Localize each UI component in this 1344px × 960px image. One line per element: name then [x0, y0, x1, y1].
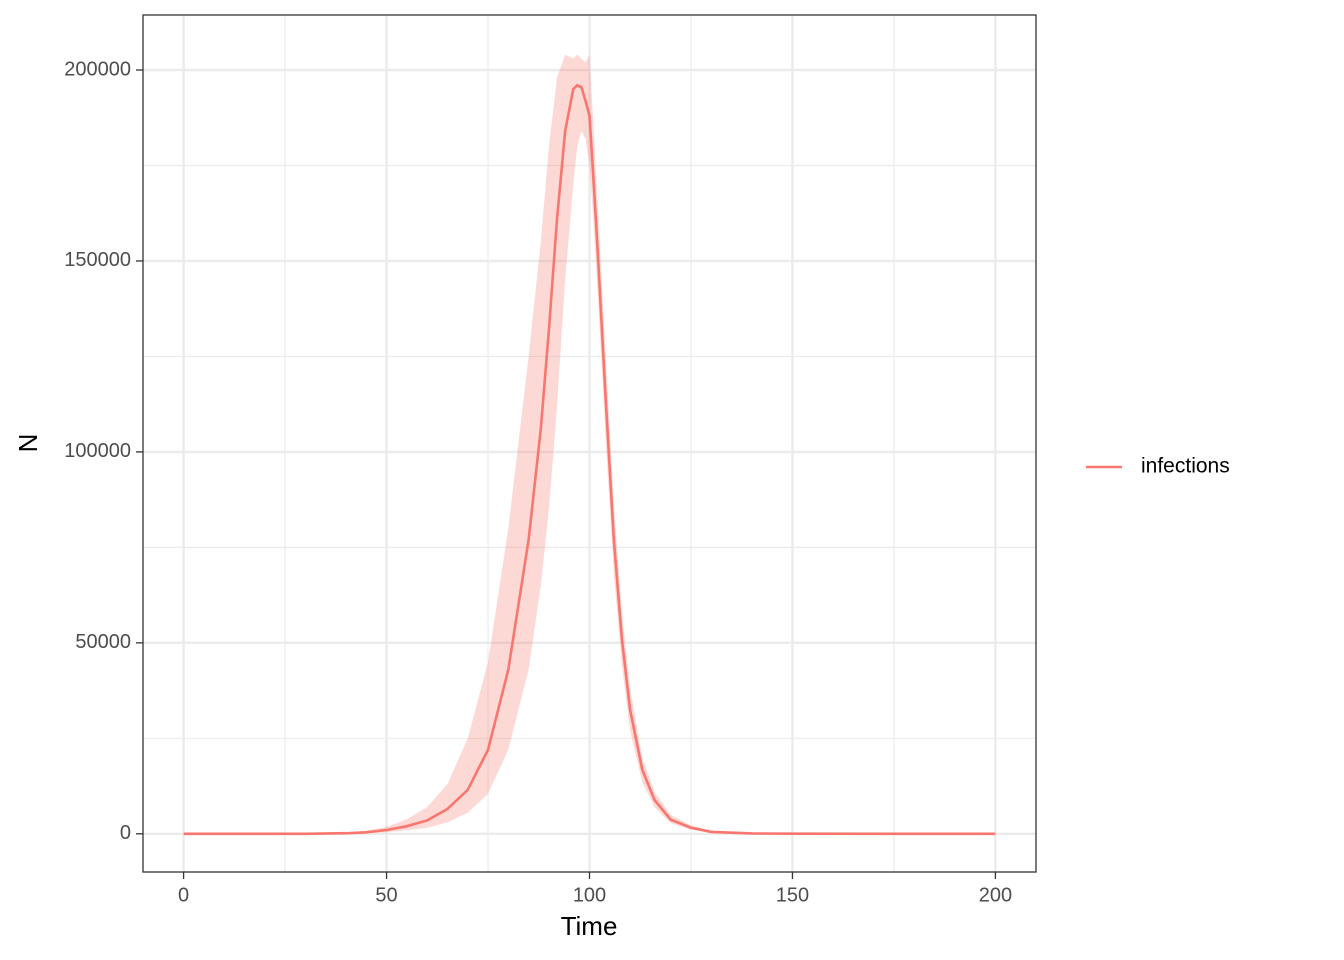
x-axis-title: Time: [561, 911, 618, 941]
x-tick-label: 0: [178, 884, 189, 906]
x-tick-label: 50: [375, 884, 397, 906]
legend-label: infections: [1141, 455, 1230, 478]
x-tick-label: 200: [979, 884, 1012, 906]
y-tick-label: 50000: [75, 631, 131, 653]
x-tick-label: 100: [573, 884, 606, 906]
x-tick-label: 150: [776, 884, 809, 906]
y-tick-label: 150000: [64, 249, 131, 271]
y-tick-label: 100000: [64, 440, 131, 462]
y-axis-title: N: [13, 434, 43, 453]
y-tick-label: 200000: [64, 58, 131, 80]
line: [183, 83, 996, 836]
y-tick-label: 0: [120, 822, 131, 844]
